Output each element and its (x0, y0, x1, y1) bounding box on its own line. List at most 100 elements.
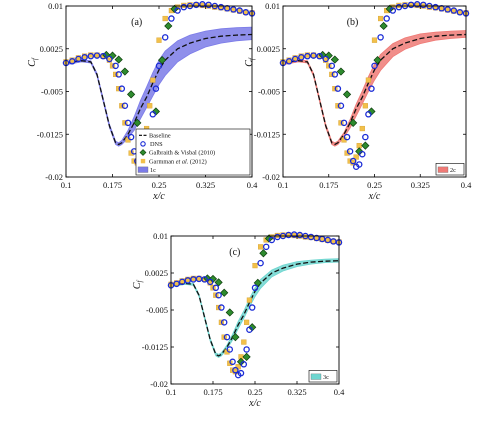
galbraith-point (164, 21, 173, 31)
x-tick-label: 0.1 (278, 180, 289, 190)
dns-point (218, 304, 225, 311)
panel-c: 0.1 0.175 0.25 0.325 0.4 -0.02 -0.0125 -0.005 0.… (132, 231, 345, 409)
legend-label: Galbraith & Visbal (2010) (149, 150, 215, 157)
galbraith-point (127, 90, 136, 99)
series-baseline-line (66, 33, 252, 146)
y-tick-label: -0.005 (258, 87, 280, 97)
dns-point (407, 1, 415, 9)
dns-point (285, 58, 293, 65)
dns-point (118, 85, 126, 92)
y-tick-label: -0.02 (45, 172, 63, 182)
galbraith-point (242, 352, 251, 361)
dns-point (217, 3, 225, 11)
dns-point (75, 55, 82, 63)
garmman-point (378, 15, 384, 22)
dns-point (112, 62, 119, 70)
y-tick-label: 0.01 (153, 231, 168, 241)
legend: 2c (435, 163, 465, 176)
y-tick-label: -0.02 (262, 172, 280, 182)
galbraith-point (231, 333, 240, 342)
dns-point (178, 278, 186, 286)
y-tick-label: -0.005 (146, 305, 168, 315)
x-tick-label: 0.25 (248, 387, 263, 397)
dns-point (201, 276, 208, 283)
garmman-point (371, 37, 378, 43)
legend-box (308, 370, 338, 383)
galbraith-point (259, 249, 268, 258)
y-tick-label: 0.0025 (40, 44, 63, 54)
garmman-point (258, 244, 264, 250)
galbraith-point (220, 288, 229, 297)
x-tick-label: 0.175 (103, 180, 122, 190)
galbraith-point (158, 56, 167, 65)
dns-point (340, 119, 348, 127)
dns-point (456, 9, 464, 16)
y-tick-label: -0.0125 (37, 129, 63, 139)
galbraith-point (133, 118, 142, 127)
legend-label: 2c (450, 167, 456, 174)
y-axis-label: Cf (27, 57, 39, 67)
dns-point (304, 52, 311, 60)
panel-b: 0.1 0.175 0.25 0.325 0.4 -0.02 -0.0125 -0.005 0.… (244, 1, 472, 202)
dns-point (383, 15, 390, 22)
y-tick-label: 0.01 (265, 1, 280, 11)
dns-point (420, 1, 427, 9)
dns-point (371, 62, 378, 70)
legend: 3c (308, 370, 338, 383)
garmman-point (353, 154, 359, 160)
dns-point (362, 133, 369, 141)
dns-point (349, 157, 357, 165)
dns-point (243, 346, 250, 353)
dns-point (124, 119, 132, 127)
dns-point (242, 9, 250, 16)
dns-point (237, 369, 245, 377)
series-band-3c (171, 258, 339, 358)
dns-point (220, 319, 228, 326)
dns-point (215, 291, 222, 299)
galbraith-point (214, 278, 223, 287)
legend-marker-galbraith (139, 149, 147, 156)
dns-point (444, 6, 451, 13)
legend-label: 3c (323, 374, 329, 381)
dns-point (155, 62, 163, 70)
legend-label: Garmman et al. (2012) (149, 158, 207, 165)
dns-point (413, 1, 421, 8)
dns-point (115, 71, 122, 78)
y-tick-label: 0.0025 (257, 44, 280, 54)
galbraith-point (342, 90, 352, 99)
legend-marker-garmman (140, 158, 146, 164)
garmman-point (162, 15, 168, 22)
dns-point (199, 1, 206, 8)
dns-point (229, 358, 236, 366)
y-axis-label: Cf (132, 279, 144, 289)
series-baseline-line (171, 260, 339, 357)
y-tick-label: 0.01 (48, 1, 63, 11)
dns-point (389, 7, 397, 14)
dns-point (68, 58, 76, 65)
dns-point (149, 111, 157, 118)
garmman-point (241, 339, 247, 345)
legend-marker-band (310, 373, 322, 380)
garmman-point (246, 297, 253, 303)
dns-point (365, 111, 372, 118)
x-tick-label: 0.4 (461, 180, 472, 190)
dns-point (310, 52, 317, 59)
dns-point (223, 333, 231, 341)
legend-marker-band (137, 166, 149, 173)
garmman-point (150, 77, 156, 83)
galbraith-point (379, 21, 388, 31)
galbraith-point (349, 118, 358, 127)
galbraith-point (120, 67, 129, 76)
dns-point (232, 366, 239, 374)
garmman-point (359, 125, 365, 132)
dns-point (346, 148, 354, 155)
galbraith-point (361, 141, 370, 150)
dns-point (262, 243, 270, 251)
garmman-point (156, 37, 162, 43)
x-tick-label: 0.1 (166, 387, 177, 397)
legend-label: Baseline (149, 133, 171, 140)
dns-point (316, 52, 323, 60)
dns-point (355, 161, 363, 168)
dns-point (359, 150, 366, 158)
